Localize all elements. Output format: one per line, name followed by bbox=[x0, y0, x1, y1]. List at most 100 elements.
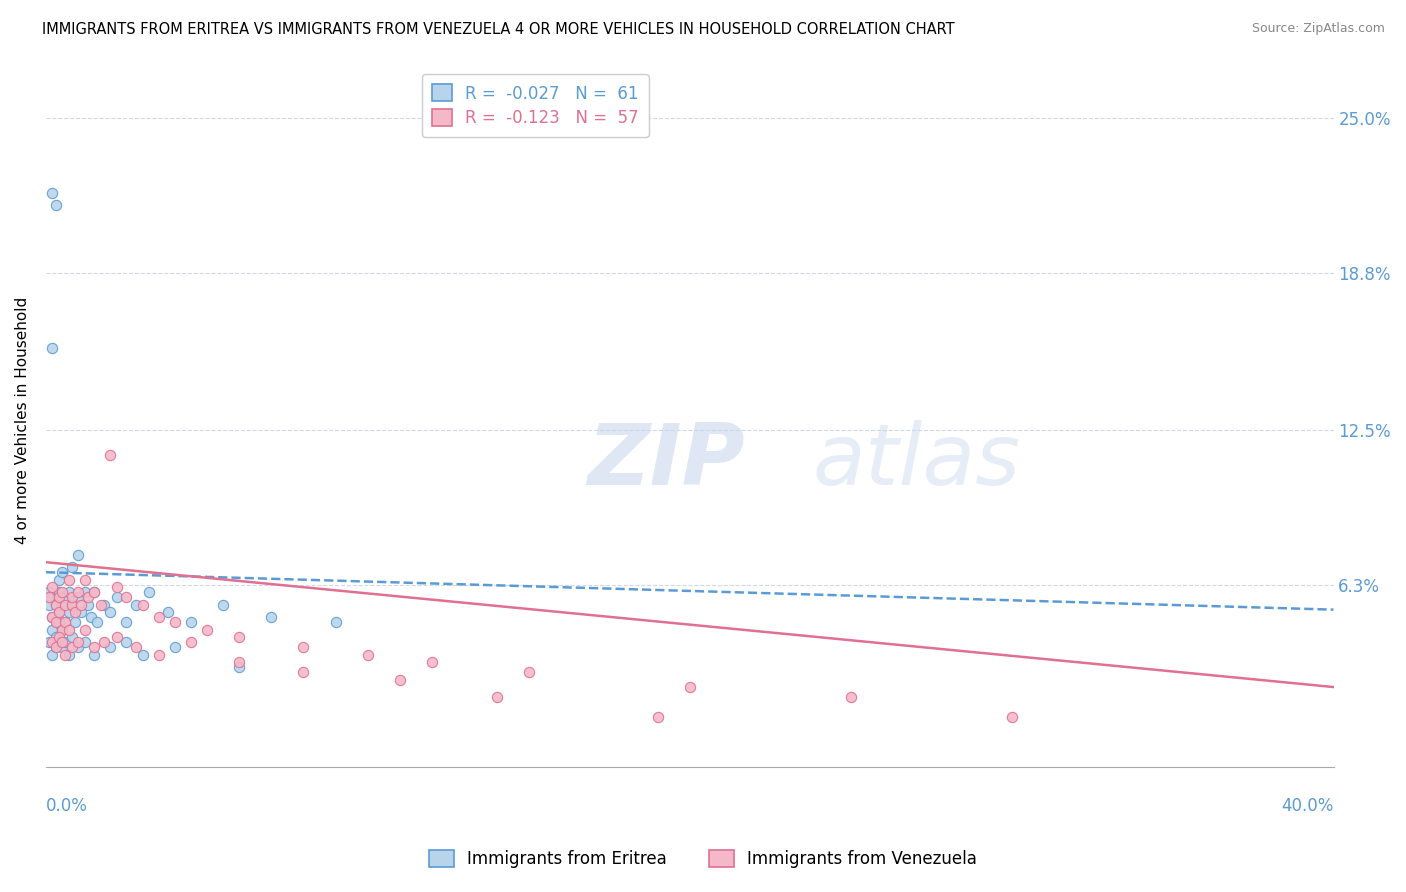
Point bbox=[228, 655, 250, 669]
Point bbox=[180, 615, 202, 629]
Point bbox=[98, 640, 121, 654]
Point bbox=[48, 605, 70, 619]
Point bbox=[138, 585, 160, 599]
Point bbox=[58, 648, 80, 662]
Point bbox=[63, 605, 86, 619]
Point bbox=[48, 630, 70, 644]
Point bbox=[98, 605, 121, 619]
Point bbox=[45, 640, 67, 654]
Point bbox=[260, 610, 283, 624]
Point bbox=[83, 585, 105, 599]
Point bbox=[58, 605, 80, 619]
Point bbox=[420, 655, 443, 669]
Point bbox=[125, 640, 148, 654]
Point bbox=[51, 635, 73, 649]
Point bbox=[292, 665, 315, 679]
Point bbox=[98, 448, 121, 462]
Point bbox=[67, 590, 90, 604]
Point bbox=[60, 640, 83, 654]
Point bbox=[163, 615, 186, 629]
Point bbox=[131, 648, 153, 662]
Point bbox=[115, 615, 138, 629]
Point bbox=[41, 648, 63, 662]
Point bbox=[67, 635, 90, 649]
Point bbox=[212, 598, 235, 612]
Point bbox=[93, 635, 115, 649]
Text: 40.0%: 40.0% bbox=[1281, 797, 1333, 815]
Point bbox=[131, 598, 153, 612]
Point bbox=[67, 548, 90, 562]
Point bbox=[60, 590, 83, 604]
Point bbox=[115, 635, 138, 649]
Point bbox=[83, 648, 105, 662]
Legend: Immigrants from Eritrea, Immigrants from Venezuela: Immigrants from Eritrea, Immigrants from… bbox=[422, 843, 984, 875]
Point bbox=[67, 640, 90, 654]
Point bbox=[45, 598, 67, 612]
Point bbox=[48, 635, 70, 649]
Point bbox=[45, 615, 67, 629]
Point bbox=[58, 623, 80, 637]
Point bbox=[86, 615, 108, 629]
Point bbox=[228, 660, 250, 674]
Point bbox=[517, 665, 540, 679]
Point bbox=[38, 598, 60, 612]
Point bbox=[1001, 710, 1024, 724]
Point bbox=[73, 573, 96, 587]
Point bbox=[41, 635, 63, 649]
Point bbox=[83, 640, 105, 654]
Point bbox=[48, 605, 70, 619]
Point bbox=[70, 605, 93, 619]
Point bbox=[53, 615, 76, 629]
Point bbox=[51, 623, 73, 637]
Point bbox=[45, 615, 67, 629]
Point bbox=[48, 585, 70, 599]
Point bbox=[45, 630, 67, 644]
Point bbox=[48, 573, 70, 587]
Text: Source: ZipAtlas.com: Source: ZipAtlas.com bbox=[1251, 22, 1385, 36]
Text: atlas: atlas bbox=[813, 420, 1021, 503]
Point bbox=[83, 585, 105, 599]
Point bbox=[53, 590, 76, 604]
Point bbox=[53, 635, 76, 649]
Point bbox=[180, 635, 202, 649]
Point bbox=[105, 630, 128, 644]
Point bbox=[58, 585, 80, 599]
Point bbox=[60, 630, 83, 644]
Point bbox=[105, 580, 128, 594]
Point bbox=[41, 610, 63, 624]
Point bbox=[228, 630, 250, 644]
Legend: R =  -0.027   N =  61, R =  -0.123   N =  57: R = -0.027 N = 61, R = -0.123 N = 57 bbox=[422, 74, 648, 137]
Point bbox=[125, 598, 148, 612]
Point bbox=[67, 585, 90, 599]
Point bbox=[73, 585, 96, 599]
Point bbox=[76, 590, 98, 604]
Point bbox=[73, 635, 96, 649]
Point bbox=[45, 640, 67, 654]
Point bbox=[357, 648, 380, 662]
Point bbox=[45, 598, 67, 612]
Point bbox=[63, 615, 86, 629]
Y-axis label: 4 or more Vehicles in Household: 4 or more Vehicles in Household bbox=[15, 296, 30, 543]
Point bbox=[195, 623, 218, 637]
Point bbox=[41, 186, 63, 200]
Point bbox=[51, 598, 73, 612]
Point bbox=[325, 615, 347, 629]
Point bbox=[38, 585, 60, 599]
Point bbox=[90, 598, 112, 612]
Point bbox=[679, 680, 702, 694]
Point bbox=[60, 598, 83, 612]
Point bbox=[51, 565, 73, 579]
Point bbox=[53, 598, 76, 612]
Point bbox=[53, 648, 76, 662]
Point bbox=[80, 610, 103, 624]
Point bbox=[647, 710, 669, 724]
Point bbox=[60, 560, 83, 574]
Point bbox=[48, 590, 70, 604]
Text: IMMIGRANTS FROM ERITREA VS IMMIGRANTS FROM VENEZUELA 4 OR MORE VEHICLES IN HOUSE: IMMIGRANTS FROM ERITREA VS IMMIGRANTS FR… bbox=[42, 22, 955, 37]
Point bbox=[76, 598, 98, 612]
Point bbox=[51, 585, 73, 599]
Point bbox=[38, 590, 60, 604]
Point bbox=[38, 635, 60, 649]
Point bbox=[45, 198, 67, 212]
Point bbox=[148, 648, 170, 662]
